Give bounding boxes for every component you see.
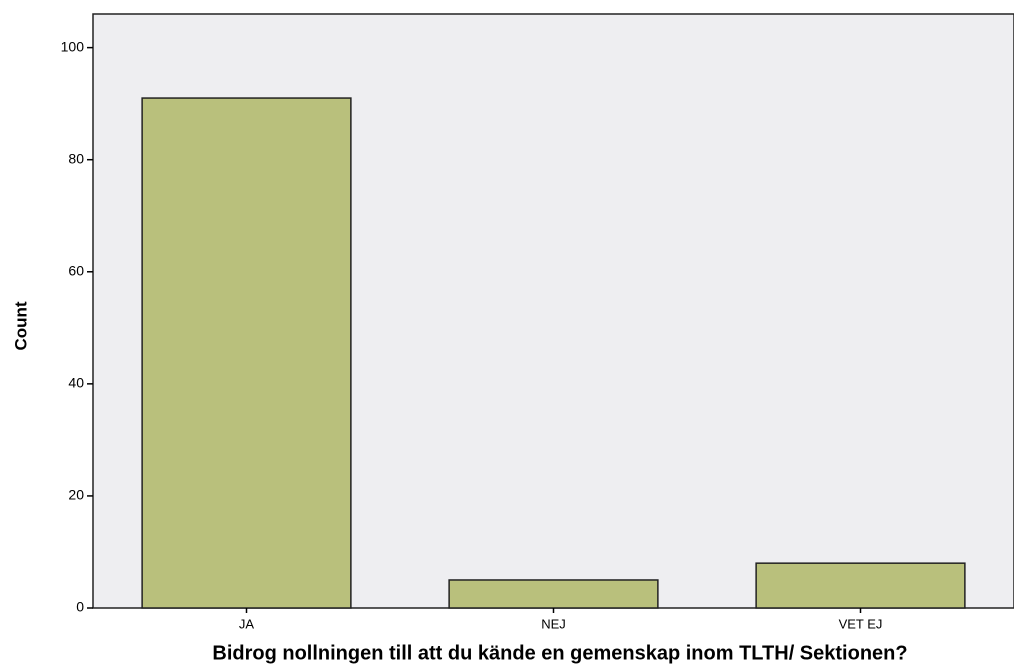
y-tick-label: 100 bbox=[61, 38, 85, 54]
bar bbox=[755, 562, 966, 609]
x-tick-label: JA bbox=[239, 616, 255, 631]
y-tick-label: 80 bbox=[68, 150, 84, 166]
y-tick-label: 0 bbox=[76, 599, 84, 615]
x-tick-label: VET EJ bbox=[839, 616, 883, 631]
x-axis-label: Bidrog nollningen till att du kände en g… bbox=[212, 642, 907, 664]
y-axis-label: Count bbox=[11, 301, 30, 350]
y-tick-label: 60 bbox=[68, 262, 84, 278]
y-tick-label: 40 bbox=[68, 375, 84, 391]
y-tick-label: 20 bbox=[68, 487, 84, 503]
bar bbox=[141, 97, 352, 609]
x-tick-label: NEJ bbox=[541, 616, 566, 631]
bar bbox=[448, 579, 659, 609]
